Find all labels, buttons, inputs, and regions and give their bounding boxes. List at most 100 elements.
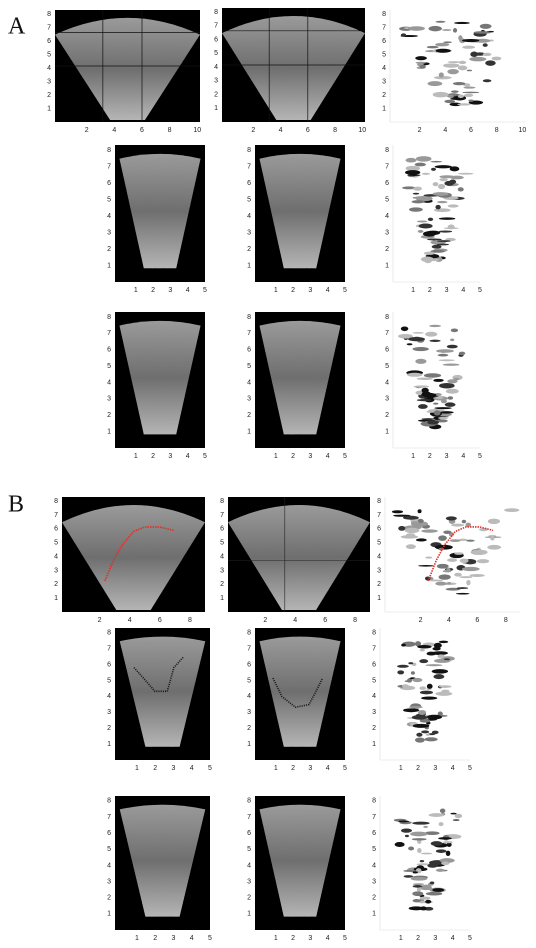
x-tick-label: 3	[308, 287, 312, 294]
speckle-blob	[405, 680, 412, 682]
x-tick-label: 10	[358, 127, 366, 134]
speckle-blob	[420, 906, 427, 910]
speckle-blob	[466, 580, 470, 586]
speckle-blob	[438, 654, 445, 658]
y-tick-label: 7	[220, 512, 224, 519]
y-tick-label: 5	[214, 50, 218, 57]
x-tick-label: 4	[186, 453, 190, 460]
speckle-blob	[401, 644, 406, 647]
x-tick-label: 4	[326, 765, 330, 772]
x-tick-label: 1	[134, 287, 138, 294]
speckle-blob	[412, 715, 428, 720]
speckle-blob	[441, 690, 449, 693]
speckle-blob	[469, 57, 486, 61]
speckle-blob	[418, 565, 434, 567]
speckle-blob	[412, 891, 423, 896]
y-tick-label: 1	[107, 911, 111, 918]
speckle-blob	[463, 87, 475, 89]
speckle-blob	[490, 536, 494, 541]
speckle-blob	[450, 539, 461, 542]
x-tick-label: 5	[343, 765, 347, 772]
speckle-blob	[483, 43, 488, 47]
speckle-blob	[427, 715, 442, 720]
speckle-blob	[458, 173, 474, 175]
speckle-blob	[469, 574, 484, 577]
y-tick-label: 5	[377, 540, 381, 547]
x-tick-label: 3	[433, 935, 437, 942]
speckle-blob	[471, 550, 488, 555]
y-tick-label: 3	[247, 229, 251, 236]
speckle-blob	[421, 418, 434, 420]
y-tick-label: 1	[107, 428, 111, 435]
image-panel: 1234512345678	[247, 312, 347, 460]
y-tick-label: 1	[214, 105, 218, 112]
speckle-blob	[407, 174, 420, 176]
x-tick-label: 1	[274, 453, 278, 460]
x-tick-label: 1	[135, 765, 139, 772]
speckle-blob	[392, 510, 403, 513]
y-tick-label: 3	[107, 878, 111, 885]
speckle-blob	[427, 863, 437, 867]
image-panel: 24681012345678	[382, 10, 526, 134]
speckle-blob	[458, 95, 464, 99]
speckle-blob	[437, 240, 451, 242]
y-tick-label: 8	[47, 11, 51, 18]
x-tick-label: 3	[308, 453, 312, 460]
y-tick-label: 7	[247, 814, 251, 821]
speckle-blob	[438, 837, 452, 839]
speckle-blob	[435, 582, 446, 586]
y-tick-label: 6	[220, 526, 224, 533]
speckle-blob	[458, 187, 464, 191]
y-tick-label: 3	[54, 567, 58, 574]
speckle-blob	[402, 684, 409, 688]
x-tick-label: 2	[153, 765, 157, 772]
y-tick-label: 2	[247, 412, 251, 419]
y-tick-label: 1	[377, 595, 381, 602]
x-tick-label: 2	[428, 287, 432, 294]
speckle-blob	[412, 822, 430, 825]
speckle-blob	[406, 544, 416, 549]
speckle-blob	[412, 678, 422, 682]
y-tick-label: 7	[107, 163, 111, 170]
x-tick-label: 2	[418, 127, 422, 134]
speckle-blob	[423, 231, 436, 236]
x-tick-label: 5	[343, 453, 347, 460]
speckle-blob	[413, 885, 423, 888]
speckle-blob	[419, 659, 428, 663]
x-tick-label: 6	[306, 127, 310, 134]
speckle-blob	[446, 389, 459, 394]
speckle-blob	[435, 205, 440, 210]
x-tick-label: 10	[193, 127, 201, 134]
x-tick-label: 5	[203, 453, 207, 460]
y-tick-label: 5	[220, 540, 224, 547]
speckle-blob	[435, 21, 445, 23]
speckle-blob	[425, 900, 431, 904]
speckle-blob	[408, 662, 413, 664]
speckle-blob	[468, 99, 473, 101]
speckle-blob	[413, 724, 430, 728]
speckle-blob	[450, 339, 454, 342]
x-tick-label: 2	[291, 453, 295, 460]
speckle-blob	[447, 582, 451, 584]
y-tick-label: 6	[385, 347, 389, 354]
x-tick-label: 4	[326, 935, 330, 942]
y-tick-label: 5	[247, 846, 251, 853]
y-tick-label: 2	[247, 246, 251, 253]
y-tick-label: 1	[54, 595, 58, 602]
speckle-blob	[436, 869, 445, 872]
y-tick-label: 2	[385, 412, 389, 419]
y-tick-label: 8	[107, 147, 111, 154]
y-tick-label: 8	[107, 314, 111, 321]
speckle-blob	[408, 337, 425, 341]
speckle-blob	[420, 65, 426, 69]
speckle-blob	[414, 385, 429, 388]
y-tick-label: 3	[382, 78, 386, 85]
speckle-blob	[444, 100, 455, 103]
speckle-blob	[415, 56, 427, 60]
speckle-blob	[460, 559, 469, 563]
speckle-blob	[401, 535, 418, 539]
x-tick-label: 2	[419, 617, 423, 624]
y-tick-label: 7	[377, 512, 381, 519]
x-tick-label: 4	[128, 617, 132, 624]
